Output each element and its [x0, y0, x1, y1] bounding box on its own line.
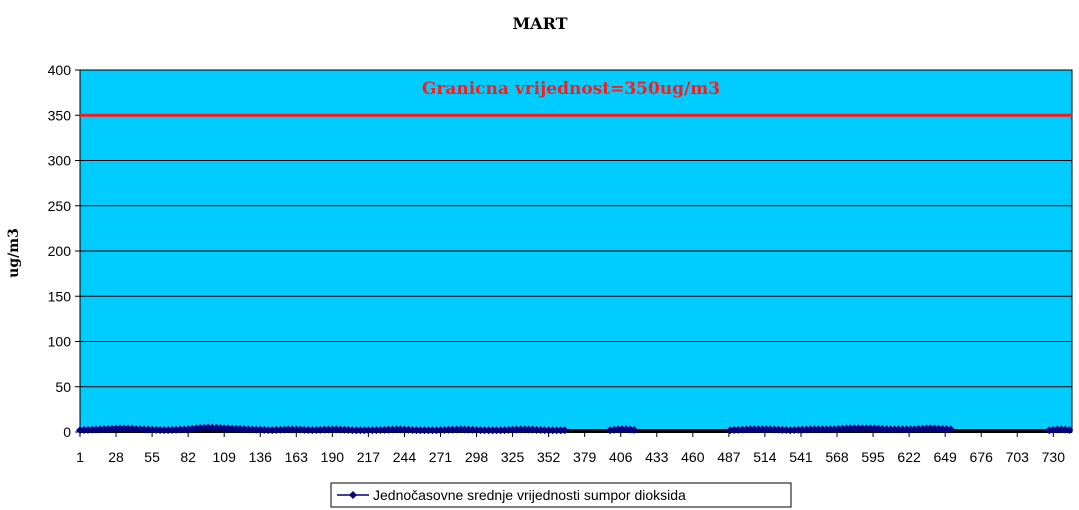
y-tick-label: 250	[48, 198, 72, 214]
data-point-marker	[806, 425, 815, 434]
y-tick-label: 150	[48, 288, 72, 304]
x-tick-label: 460	[681, 449, 705, 465]
data-point-marker	[544, 426, 553, 435]
data-point-marker	[898, 425, 907, 434]
x-tick-label: 244	[393, 449, 417, 465]
data-point-marker	[560, 426, 569, 435]
y-tick-label: 0	[63, 424, 71, 440]
legend: Jednočasovne srednje vrijednosti sumpor …	[330, 482, 792, 508]
x-tick-label: 136	[249, 449, 273, 465]
x-tick-label: 325	[501, 449, 525, 465]
data-point-marker	[416, 426, 425, 435]
x-tick-label: 55	[144, 449, 160, 465]
data-point-marker	[428, 426, 437, 435]
x-tick-label: 217	[357, 449, 381, 465]
x-tick-label: 352	[537, 449, 561, 465]
data-point-marker	[846, 424, 855, 433]
x-axis-ticks: 1 28 55 82 109 136 163 190 217 244 271 298 325 352 379…	[76, 432, 1065, 465]
x-tick-label: 163	[285, 449, 309, 465]
x-tick-label: 622	[897, 449, 921, 465]
x-tick-label: 1	[76, 449, 84, 465]
data-point-marker	[850, 424, 859, 433]
chart-title: MART	[512, 14, 567, 33]
data-point-marker	[818, 425, 827, 434]
x-tick-label: 379	[573, 449, 597, 465]
data-point-marker	[862, 424, 871, 433]
data-point-marker	[488, 426, 497, 435]
x-tick-label: 568	[825, 449, 849, 465]
x-tick-label: 541	[789, 449, 813, 465]
x-tick-label: 28	[108, 449, 124, 465]
series-layer	[76, 423, 1074, 435]
data-point-marker	[484, 426, 493, 435]
data-point-marker	[492, 426, 501, 435]
data-point-marker	[552, 426, 561, 435]
x-tick-label: 82	[180, 449, 196, 465]
y-tick-label: 100	[48, 334, 72, 350]
data-point-marker	[618, 425, 627, 434]
data-point-marker	[854, 424, 863, 433]
x-tick-label: 190	[321, 449, 345, 465]
data-point-marker	[248, 425, 257, 434]
x-tick-label: 433	[645, 449, 669, 465]
data-point-marker	[762, 425, 771, 434]
y-axis-ticks: 0 50 100 150 200 250 300 350 400	[48, 62, 80, 440]
data-point-marker	[556, 426, 565, 435]
x-tick-label: 649	[933, 449, 957, 465]
data-point-marker	[364, 426, 373, 435]
data-point-marker	[822, 425, 831, 434]
data-point-marker	[902, 425, 911, 434]
data-point-marker	[1065, 425, 1074, 434]
x-tick-label: 487	[717, 449, 741, 465]
x-tick-label: 298	[465, 449, 489, 465]
y-tick-label: 200	[48, 243, 72, 259]
limit-label: Granicna vrijednost=350ug/m3	[422, 79, 720, 99]
x-tick-label: 703	[1006, 449, 1030, 465]
data-point-marker	[424, 426, 433, 435]
x-tick-label: 595	[861, 449, 885, 465]
data-point-marker	[420, 426, 429, 435]
legend-diamond-marker	[349, 491, 357, 499]
data-point-marker	[886, 425, 895, 434]
x-tick-label: 271	[429, 449, 453, 465]
data-point-marker	[894, 425, 903, 434]
x-tick-label: 109	[213, 449, 237, 465]
x-tick-label: 406	[609, 449, 633, 465]
x-tick-label: 514	[753, 449, 777, 465]
data-point-marker	[360, 426, 369, 435]
y-tick-label: 50	[55, 379, 71, 395]
data-point-marker	[480, 426, 489, 435]
data-point-marker	[548, 426, 557, 435]
data-point-marker	[630, 425, 639, 434]
x-tick-label: 730	[1042, 449, 1066, 465]
y-tick-label: 400	[48, 62, 72, 78]
data-point-marker	[858, 424, 867, 433]
data-point-marker	[352, 426, 361, 435]
data-point-marker	[946, 425, 955, 434]
data-point-marker	[754, 425, 763, 434]
x-tick-label: 676	[970, 449, 994, 465]
data-point-marker	[810, 425, 819, 434]
data-point-marker	[814, 425, 823, 434]
y-tick-label: 350	[48, 107, 72, 123]
data-point-marker	[750, 425, 759, 434]
y-tick-label: 300	[48, 153, 72, 169]
legend-label: Jednočasovne srednje vrijednosti sumpor …	[373, 487, 686, 503]
data-point-marker	[890, 425, 899, 434]
y-axis-label: ug/m3	[6, 228, 22, 278]
data-point-marker	[746, 425, 755, 434]
data-point-marker	[758, 425, 767, 434]
legend-box	[330, 482, 792, 508]
data-point-marker	[356, 426, 365, 435]
